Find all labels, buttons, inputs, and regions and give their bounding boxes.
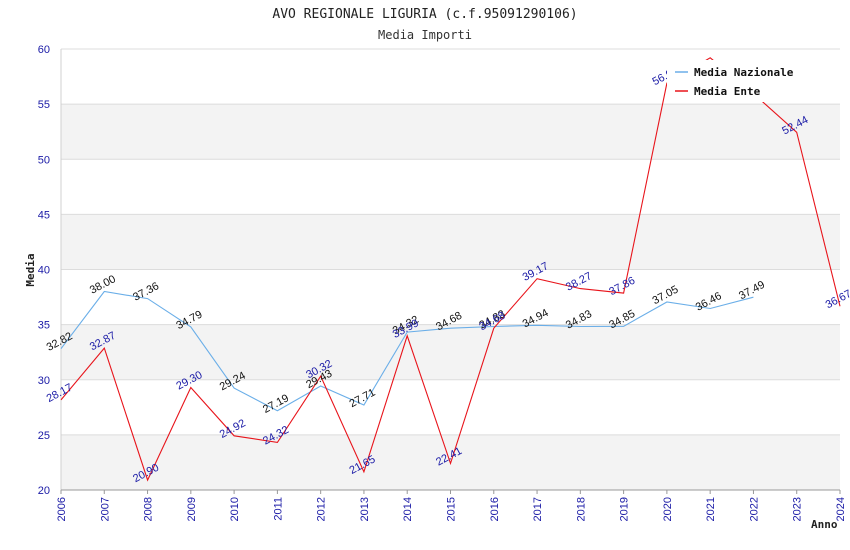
x-tick-label: 2023 — [792, 497, 804, 521]
axes: 20 25 30 35 40 45 50 55 60 2006 2007 2008 2009 2010 20… — [38, 44, 847, 521]
x-tick-label: 2011 — [272, 497, 284, 521]
plot-band — [61, 159, 840, 215]
x-tick-label: 2012 — [316, 497, 328, 521]
x-tick-label: 2010 — [229, 497, 241, 521]
x-tick-label: 2022 — [748, 497, 760, 521]
y-tick-label: 20 — [38, 485, 50, 497]
legend-label: Media Nazionale — [694, 66, 794, 79]
x-tick-label: 2016 — [489, 497, 501, 521]
series-line-media-ente — [60, 57, 841, 482]
y-tick-label: 25 — [38, 430, 50, 442]
x-axis-title: Anno — [811, 518, 838, 531]
y-tick-label: 45 — [38, 209, 50, 221]
chart-subtitle: Media Importi — [378, 28, 472, 42]
legend-label: Media Ente — [694, 85, 761, 98]
y-tick-label: 55 — [38, 99, 50, 111]
plot-band — [61, 104, 840, 160]
y-tick-label: 60 — [38, 44, 50, 56]
y-tick-label: 50 — [38, 154, 50, 166]
x-tick-label: 2014 — [402, 497, 414, 521]
plot-band — [61, 324, 840, 380]
y-tick-label: 40 — [38, 265, 50, 277]
x-tick-label: 2018 — [575, 497, 587, 521]
series-layer — [60, 57, 841, 482]
x-tick-label: 2013 — [359, 497, 371, 521]
x-tick-label: 2017 — [532, 497, 544, 521]
x-tick-label: 2019 — [619, 497, 631, 521]
plot-band — [61, 269, 840, 325]
y-tick-label: 35 — [38, 320, 50, 332]
legend-box — [667, 60, 809, 102]
plot-band — [61, 379, 840, 435]
legend: Media Nazionale Media Ente — [667, 60, 809, 102]
y-tick-label: 30 — [38, 375, 50, 387]
x-tick-label: 2006 — [56, 497, 68, 521]
chart-title: AVO REGIONALE LIGURIA (c.f.95091290106) — [272, 7, 577, 22]
x-tick-label: 2024 — [835, 497, 847, 521]
series-line-media-nazionale — [60, 290, 754, 412]
x-tick-label: 2009 — [186, 497, 198, 521]
plot-band — [61, 214, 840, 270]
x-tick-label: 2021 — [705, 497, 717, 521]
x-tick-label: 2008 — [143, 497, 155, 521]
plot-background — [61, 49, 840, 490]
x-tick-label: 2015 — [446, 497, 458, 521]
x-tick-label: 2020 — [662, 497, 674, 521]
x-tick-label: 2007 — [99, 497, 111, 521]
y-axis-title: Media — [24, 253, 37, 286]
